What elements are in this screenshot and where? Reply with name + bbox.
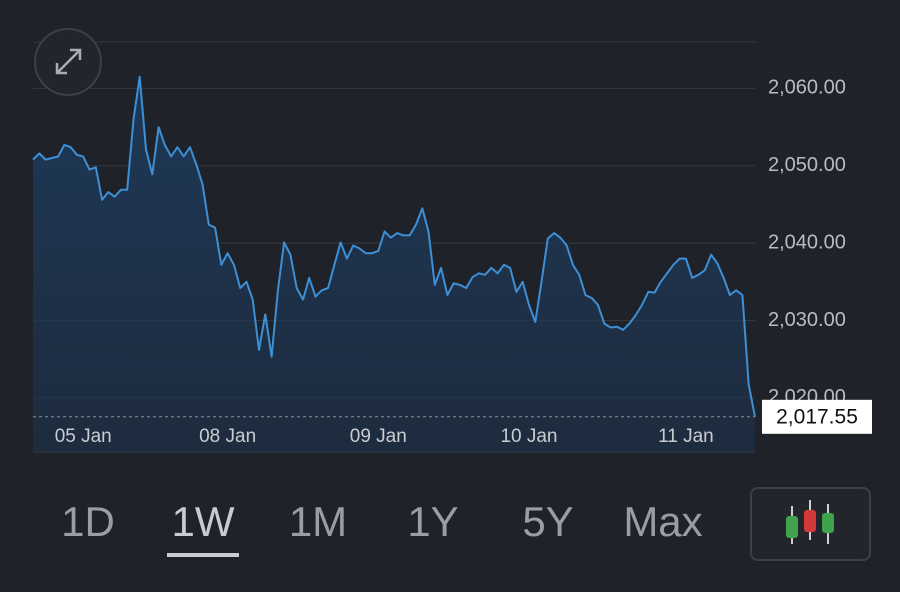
current-price-label: 2,017.55: [776, 405, 858, 428]
candle-body: [786, 516, 798, 538]
y-tick-label: 2,060.00: [768, 77, 846, 99]
y-tick-label: 2,040.00: [768, 231, 846, 253]
range-selector: 1D 1W 1M 1Y 5Y Max: [61, 498, 703, 557]
expand-icon[interactable]: [55, 48, 82, 75]
range-button[interactable]: 1W: [172, 498, 235, 545]
candle-body: [804, 510, 816, 532]
y-tick-label: 2,030.00: [768, 309, 846, 331]
x-tick-label: 08 Jan: [199, 426, 256, 447]
x-tick-label: 09 Jan: [350, 426, 407, 447]
x-tick-label: 05 Jan: [55, 426, 112, 447]
x-tick-label: 10 Jan: [500, 426, 557, 447]
range-button[interactable]: 5Y: [522, 498, 573, 545]
current-price-box: [762, 399, 872, 434]
range-button[interactable]: 1D: [61, 498, 115, 545]
x-tick-label: 11 Jan: [658, 426, 714, 447]
area: [33, 76, 755, 453]
chart-type-button[interactable]: [750, 487, 871, 561]
y-tick-label: 2,050.00: [768, 154, 846, 176]
range-button[interactable]: 1M: [289, 498, 347, 545]
expand-button[interactable]: [34, 28, 102, 96]
range-button[interactable]: Max: [623, 498, 702, 545]
line: [32, 75, 756, 417]
range-button[interactable]: 1Y: [407, 498, 458, 545]
range-underline: [167, 553, 239, 557]
candle-body: [822, 513, 834, 533]
plot-layer: 2,020.002,030.002,040.002,050.002,060.00…: [32, 75, 872, 453]
